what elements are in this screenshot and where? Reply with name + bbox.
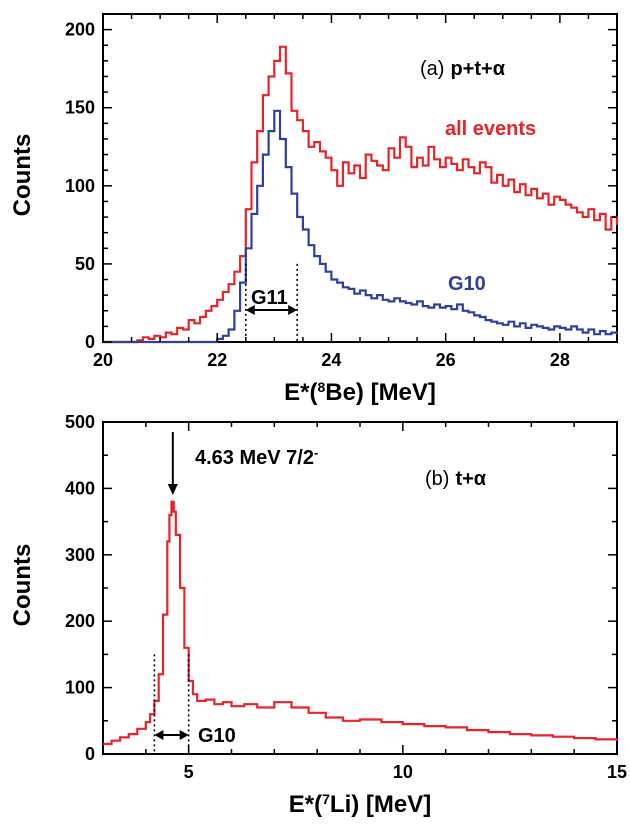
gate-label-g11: G11 <box>251 287 288 309</box>
panel-b-series-group <box>103 500 619 746</box>
panel-a-x-tick-label: 24 <box>321 350 341 370</box>
panel-b-peak-arrow <box>167 432 178 495</box>
panel-b-label: (b) t+α <box>425 468 487 490</box>
panel-b-ticks: 5 10 15 0 100 200 300 400 500 <box>65 412 627 782</box>
peak-annotation: 4.63 MeV 7/2- <box>195 445 318 470</box>
panel-a-ticks: 20 22 24 26 28 0 50 100 150 200 <box>65 13 618 370</box>
panel-a-series-g10 <box>103 109 619 344</box>
panel-a-y-tick-label: 50 <box>75 254 95 274</box>
panel-a-x-tick-label: 22 <box>207 350 227 370</box>
panel-a-y-axis-title: Counts <box>9 134 36 217</box>
series-label-g10: G10 <box>448 273 486 295</box>
panel-a-series-group <box>103 45 619 344</box>
panel-b-y-axis-title: Counts <box>9 544 36 627</box>
panel-b-gate-g10 <box>153 654 190 754</box>
panel-b-x-axis-title: E*(7Li) [MeV] <box>289 791 431 818</box>
panel-a-label: (a) p+t+α <box>420 58 506 80</box>
panel-a-gate-arrowhead-left <box>245 305 255 315</box>
panel-a-y-tick-label: 150 <box>65 98 95 118</box>
peak-arrowhead <box>167 484 178 495</box>
panel-b: 5 10 15 0 100 200 300 400 500 Counts E*(7Li) [Me… <box>9 412 627 818</box>
panel-a-x-axis-title: E*(8Be) [MeV] <box>284 379 436 406</box>
panel-a-series-all-events <box>103 45 619 344</box>
panel-a-x-tick-label: 28 <box>550 350 570 370</box>
series-label-all-events: all events <box>445 118 536 140</box>
panel-b-y-tick-label: 200 <box>65 611 95 631</box>
panel-a-y-tick-label: 100 <box>65 176 95 196</box>
panel-a-y-tick-label: 0 <box>85 332 95 352</box>
panel-b-gate-arrowhead-left <box>154 730 164 740</box>
gate-label-g10: G10 <box>198 725 236 747</box>
panel-a-x-tick-label: 20 <box>93 350 113 370</box>
panel-a-gate-arrowhead-right <box>288 305 298 315</box>
panel-b-x-tick-label: 10 <box>393 762 413 782</box>
panel-b-series-spectrum <box>103 500 619 746</box>
panel-b-gate-arrowhead-right <box>179 730 189 740</box>
panel-b-x-tick-label: 15 <box>607 762 627 782</box>
panel-b-y-tick-label: 400 <box>65 478 95 498</box>
panel-a-y-tick-label: 200 <box>65 20 95 40</box>
panel-b-y-tick-label: 500 <box>65 412 95 432</box>
panel-b-x-tick-label: 5 <box>184 762 194 782</box>
panel-b-y-tick-label: 0 <box>85 744 95 764</box>
panel-b-y-tick-label: 300 <box>65 545 95 565</box>
panel-b-y-tick-label: 100 <box>65 678 95 698</box>
panel-a-gate-g11 <box>244 263 298 342</box>
panel-a: 20 22 24 26 28 0 50 100 150 200 Counts E*(8Be) [M… <box>9 13 619 406</box>
panel-a-x-tick-label: 26 <box>436 350 456 370</box>
